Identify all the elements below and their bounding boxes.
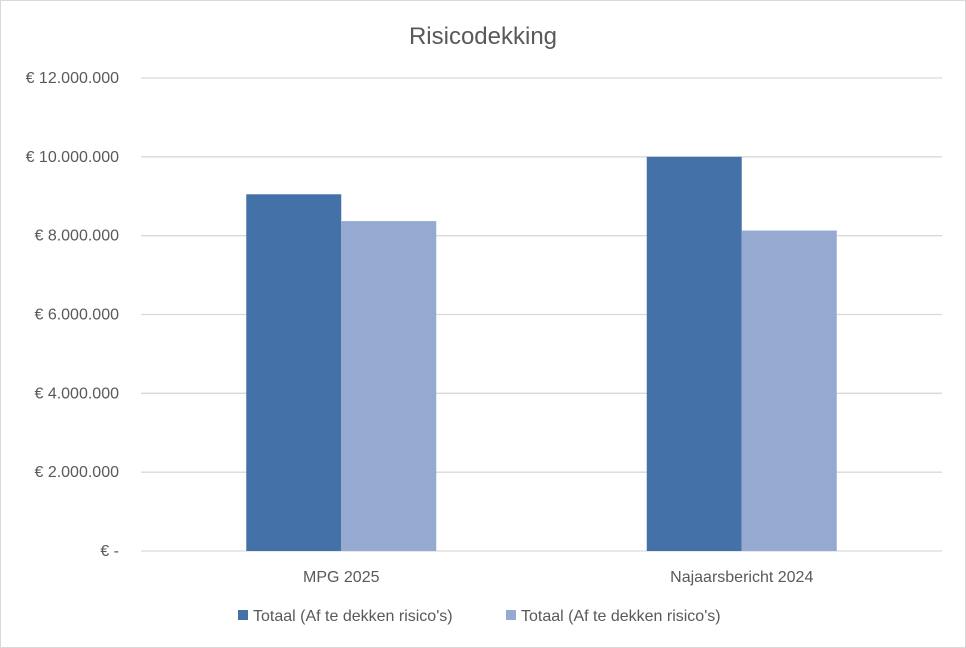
bar-mpg-2025-series-2 [341,221,437,551]
y-tick-label: € 6.000.000 [34,307,119,324]
y-tick-label: € - [100,543,119,560]
y-tick-label: € 10.000.000 [26,149,120,166]
bars [246,156,837,552]
x-category-label: Najaarsbericht 2024 [670,569,813,586]
legend-swatch [506,610,516,620]
bar-najaarsbericht-2024-series-2 [741,230,837,552]
x-category-label: MPG 2025 [303,569,380,586]
y-tick-label: € 8.000.000 [34,228,119,245]
y-tick-label: € 2.000.000 [34,464,119,481]
x-axis-ticks: MPG 2025 Najaarsbericht 2024 [303,569,813,586]
legend-label: Totaal (Af te dekken risico's) [253,608,453,625]
chart-title: Risicodekking [409,23,557,50]
bar-najaarsbericht-2024-series-1 [646,156,742,552]
legend: Totaal (Af te dekken risico's) Totaal (Af… [238,608,721,625]
y-tick-label: € 12.000.000 [26,70,120,87]
legend-label: Totaal (Af te dekken risico's) [521,608,721,625]
y-axis-ticks: € - € 2.000.000 € 4.000.000 € 6.000.000 € 8.… [26,70,120,560]
legend-swatch [238,610,248,620]
bar-mpg-2025-series-1 [246,194,342,551]
y-tick-label: € 4.000.000 [34,385,119,402]
